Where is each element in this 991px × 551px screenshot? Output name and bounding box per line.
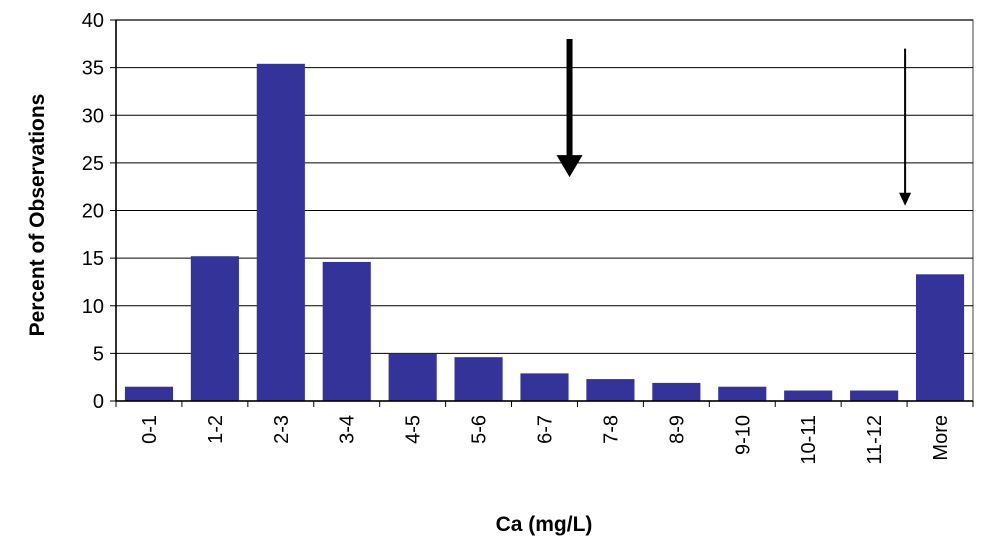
y-axis-title: Percent of Observations <box>26 94 49 337</box>
x-tick-label-4-5: 4-5 <box>403 415 425 444</box>
x-tick-label-7-8: 7-8 <box>600 415 622 444</box>
axes <box>110 19 974 407</box>
bar-0-1 <box>124 386 174 401</box>
bar-1-2 <box>190 256 239 401</box>
bar-5-6 <box>454 357 503 401</box>
y-tick-label-10: 10 <box>82 296 104 318</box>
bar-11-12 <box>850 390 899 401</box>
bar-2-3 <box>256 63 305 401</box>
y-tick-label-0: 0 <box>93 391 104 413</box>
x-tick-label-10-11: 10-11 <box>798 415 820 465</box>
bars <box>124 63 965 401</box>
x-axis-title: Ca (mg/L) <box>496 513 593 536</box>
y-tick-label-35: 35 <box>82 58 104 80</box>
annotation-arrows <box>556 39 912 206</box>
bar-10-11 <box>784 390 833 401</box>
y-tick-label-15: 15 <box>82 248 104 270</box>
x-tick-label-more: More <box>930 415 952 461</box>
x-tick-label-2-3: 2-3 <box>271 415 293 444</box>
x-tick-label-5-6: 5-6 <box>469 415 491 444</box>
y-tick-label-40: 40 <box>82 10 104 32</box>
x-tick-label-6-7: 6-7 <box>535 415 557 444</box>
bar-9-10 <box>718 386 767 401</box>
tick-labels: 0 5 10 15 20 25 30 35 40 0-1 1-2 2-3 3-4 4-5 5-6 6-7 7-8… <box>82 10 952 465</box>
bar-7-8 <box>586 379 635 401</box>
x-tick-label-0-1: 0-1 <box>139 415 161 444</box>
y-tick-label-5: 5 <box>93 343 104 365</box>
x-tick-label-8-9: 8-9 <box>666 415 688 444</box>
y-tick-label-20: 20 <box>82 201 104 223</box>
x-tick-label-9-10: 9-10 <box>732 415 754 455</box>
y-tick-label-30: 30 <box>82 105 104 127</box>
bar-8-9 <box>652 382 701 401</box>
bar-6-7 <box>520 373 569 401</box>
x-tick-label-3-4: 3-4 <box>337 415 359 444</box>
y-tick-label-25: 25 <box>82 153 104 175</box>
x-tick-label-11-12: 11-12 <box>864 415 886 465</box>
arrow-head-2 <box>899 192 912 206</box>
bar-3-4 <box>322 261 371 401</box>
bar-4-5 <box>388 353 437 401</box>
x-tick-label-1-2: 1-2 <box>205 415 227 444</box>
arrow-head-1 <box>556 155 583 178</box>
bar-more <box>915 274 965 401</box>
